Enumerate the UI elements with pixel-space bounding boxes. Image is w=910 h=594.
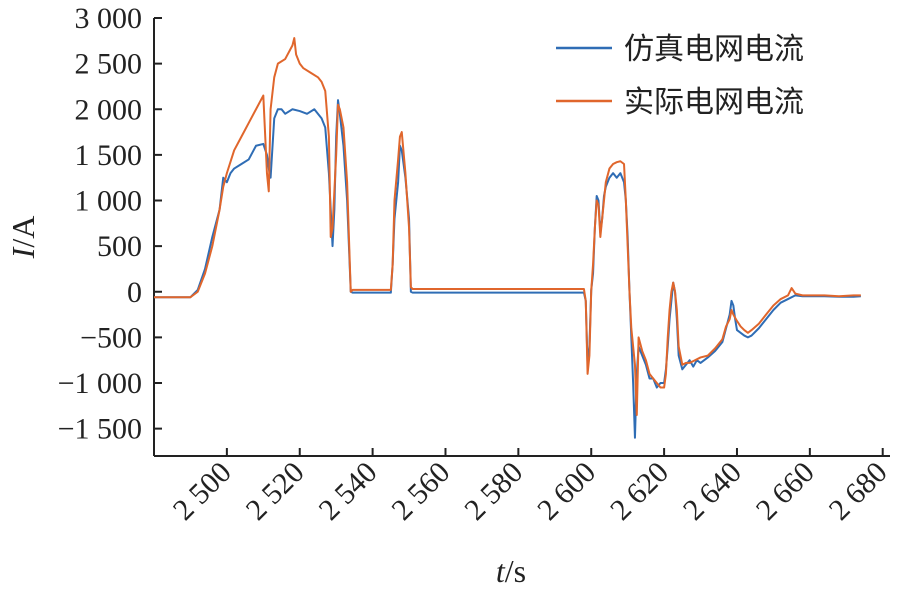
series-line-actual [154, 37, 861, 416]
series-layer [154, 37, 861, 439]
legend-label-simulated: 仿真电网电流 [624, 32, 804, 67]
x-tick-label: 2 580 [458, 456, 529, 527]
legend: 仿真电网电流 实际电网电流 [556, 32, 804, 120]
y-tick-label: 1 500 [75, 139, 143, 172]
y-axis-title: I/A [5, 216, 41, 260]
y-tick-label: 3 000 [75, 2, 143, 35]
y-tick-label: −500 [80, 321, 142, 354]
x-tick-label: 2 500 [167, 456, 238, 527]
x-tick-label: 2 600 [531, 456, 602, 527]
axes [153, 18, 890, 457]
y-tick-label: −1 000 [58, 367, 142, 400]
x-axis-title: t/s [496, 553, 526, 589]
x-axis-title-symbol: t [496, 553, 506, 589]
y-axis-title-symbol: I [5, 246, 41, 259]
y-tick-label: 2 000 [75, 93, 143, 126]
x-tick-label: 2 560 [385, 456, 456, 527]
x-tick-label: 2 660 [750, 456, 821, 527]
y-tick-label: 2 500 [75, 48, 143, 81]
x-tick-label: 2 640 [677, 456, 748, 527]
series-line-simulated [154, 99, 861, 439]
y-tick-label: 1 000 [75, 185, 143, 218]
x-tick-label: 2 680 [823, 456, 894, 527]
y-tick-label: −1 500 [58, 413, 142, 446]
y-ticks: 3 000 2 500 2 000 1 500 1 000 500 0 −500 −1 000 −… [58, 2, 162, 446]
x-tick-label: 2 620 [604, 456, 675, 527]
x-tick-label: 2 540 [312, 456, 383, 527]
legend-label-actual: 实际电网电流 [624, 85, 804, 120]
y-tick-label: 500 [97, 230, 142, 263]
x-ticks: 2 500 2 520 2 540 2 560 2 580 2 600 2 620 2 640… [167, 448, 894, 527]
y-tick-label: 0 [127, 276, 142, 309]
x-axis-title-unit: /s [505, 553, 526, 589]
y-axis-title-unit: /A [5, 216, 41, 248]
x-tick-label: 2 520 [240, 456, 311, 527]
